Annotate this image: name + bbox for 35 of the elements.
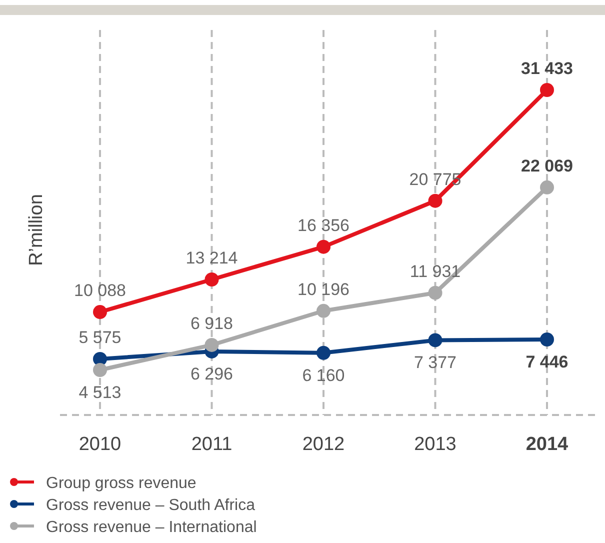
point	[316, 304, 330, 318]
point	[93, 363, 107, 377]
point	[316, 240, 330, 254]
data-label: 4 513	[78, 383, 122, 402]
data-label: 6 918	[190, 314, 234, 333]
data-label: 31 433	[521, 59, 573, 78]
data-label: 16 356	[298, 216, 350, 235]
data-label: 10 196	[298, 280, 350, 299]
point	[93, 305, 107, 320]
legend-label: Gross revenue – International	[46, 519, 257, 536]
y-axis-title: R’million	[26, 194, 47, 266]
data-label: 7 377	[414, 353, 457, 372]
point	[540, 83, 554, 97]
point	[428, 333, 442, 348]
x-tick-label: 2011	[191, 434, 232, 455]
x-tick-label: 2012	[302, 434, 345, 455]
point	[316, 346, 330, 360]
point	[540, 332, 554, 346]
data-label: 5 575	[78, 328, 122, 347]
x-tick-label: 2014	[526, 434, 569, 455]
point	[428, 194, 442, 208]
legend-label: Group gross revenue	[46, 475, 196, 492]
point	[428, 286, 442, 300]
data-label: 6 160	[302, 366, 345, 385]
data-label: 10 088	[74, 281, 126, 300]
data-label: 7 446	[526, 352, 568, 372]
legend-label: Gross revenue – South Africa	[46, 497, 256, 514]
point	[204, 338, 219, 352]
data-label: 6 296	[190, 364, 234, 384]
x-tick-label: 2010	[78, 434, 122, 455]
point	[540, 180, 554, 194]
data-label: 22 069	[521, 156, 573, 176]
data-label: 13 214	[186, 248, 238, 268]
point	[204, 272, 219, 286]
x-tick-label: 2013	[414, 434, 456, 455]
